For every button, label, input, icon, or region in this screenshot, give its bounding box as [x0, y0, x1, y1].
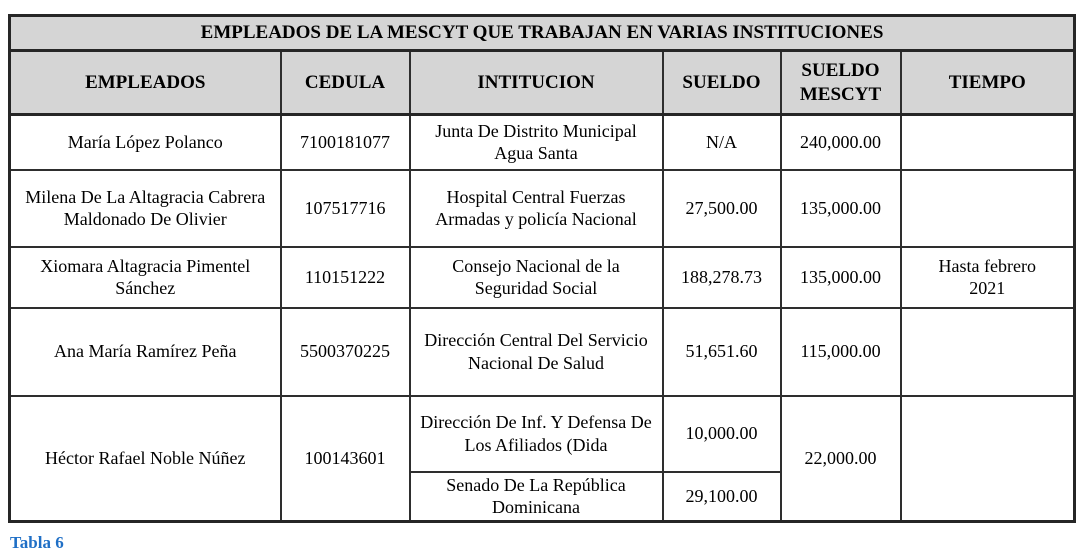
- institution-cell: Junta De Distrito Municipal Agua Santa: [408, 113, 664, 171]
- employee-name-cell: María López Polanco: [8, 113, 282, 171]
- salary-cell: 27,500.00: [661, 168, 782, 248]
- institution-cell: Hospital Central Fuerzas Armadas y polic…: [408, 168, 664, 248]
- institution-cell: Dirección De Inf. Y Defensa De Los Afili…: [408, 394, 664, 473]
- employees-table: EMPLEADOS DE LA MESCYT QUE TRABAJAN EN V…: [8, 14, 1077, 523]
- table-row: Milena De La Altagracia Cabrera Maldonad…: [8, 168, 1076, 248]
- cedula-cell: 100143601: [279, 394, 411, 522]
- employee-name-cell: Milena De La Altagracia Cabrera Maldonad…: [8, 168, 282, 248]
- institution-cell: Dirección Central Del Servicio Nacional …: [408, 306, 664, 397]
- salary-cell: 10,000.00: [661, 394, 782, 473]
- table-row: Ana María Ramírez Peña 5500370225 Direcc…: [8, 306, 1076, 397]
- table-title-row: EMPLEADOS DE LA MESCYT QUE TRABAJAN EN V…: [8, 14, 1076, 52]
- tiempo-cell: [899, 168, 1076, 248]
- tiempo-cell: [899, 394, 1076, 522]
- mescyt-salary-cell: 240,000.00: [779, 113, 902, 171]
- mescyt-salary-cell: 22,000.00: [779, 394, 902, 522]
- table-title: EMPLEADOS DE LA MESCYT QUE TRABAJAN EN V…: [8, 14, 1076, 52]
- cedula-cell: 7100181077: [279, 113, 411, 171]
- tiempo-cell: Hasta febrero 2021: [899, 245, 1076, 309]
- salary-cell: 188,278.73: [661, 245, 782, 309]
- table-row: María López Polanco 7100181077 Junta De …: [8, 113, 1076, 171]
- table-caption: Tabla 6: [10, 533, 64, 552]
- tiempo-cell: [899, 306, 1076, 397]
- institution-cell: Senado De La República Dominicana: [408, 470, 664, 522]
- mescyt-salary-cell: 135,000.00: [779, 168, 902, 248]
- col-header-sueldo: SUELDO: [661, 49, 782, 116]
- table-row: Héctor Rafael Noble Núñez 100143601 Dire…: [8, 394, 1076, 522]
- employee-name-cell: Ana María Ramírez Peña: [8, 306, 282, 397]
- tiempo-cell: [899, 113, 1076, 171]
- col-header-intitucion: INTITUCION: [408, 49, 664, 116]
- table-header-row: EMPLEADOS CEDULA INTITUCION SUELDO SUELD…: [8, 49, 1076, 116]
- institution-cell: Consejo Nacional de la Seguridad Social: [408, 245, 664, 309]
- employee-name-cell: Héctor Rafael Noble Núñez: [8, 394, 282, 522]
- table-sub-row: Senado De La República Dominicana 29,100…: [10, 470, 1075, 522]
- col-header-cedula: CEDULA: [279, 49, 411, 116]
- salary-cell: 51,651.60: [661, 306, 782, 397]
- col-header-sueldo-mescyt: SUELDO MESCYT: [779, 49, 902, 116]
- cedula-cell: 110151222: [279, 245, 411, 309]
- col-header-empleados: EMPLEADOS: [8, 49, 282, 116]
- employee-name-cell: Xiomara Altagracia Pimentel Sánchez: [8, 245, 282, 309]
- cedula-cell: 5500370225: [279, 306, 411, 397]
- col-header-tiempo: TIEMPO: [899, 49, 1076, 116]
- cedula-cell: 107517716: [279, 168, 411, 248]
- salary-cell: N/A: [661, 113, 782, 171]
- salary-cell: 29,100.00: [661, 470, 782, 522]
- mescyt-salary-cell: 135,000.00: [779, 245, 902, 309]
- table-row: Xiomara Altagracia Pimentel Sánchez 1101…: [8, 245, 1076, 309]
- mescyt-salary-cell: 115,000.00: [779, 306, 902, 397]
